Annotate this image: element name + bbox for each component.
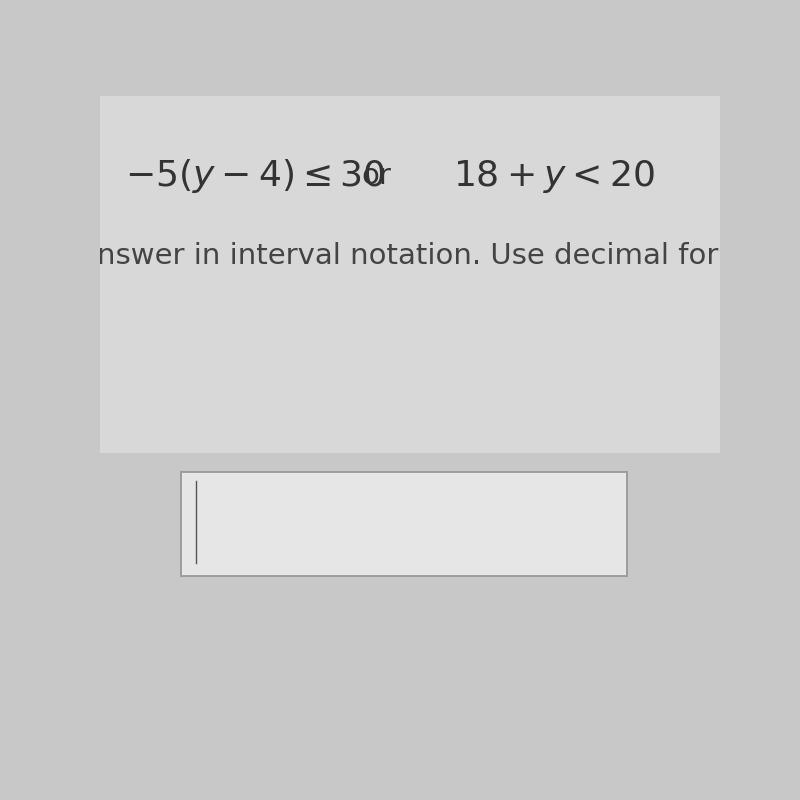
Text: $18+y<20$: $18+y<20$ [454, 158, 655, 194]
Bar [100, 96, 720, 454]
Text: nswer in interval notation. Use decimal form for nu: nswer in interval notation. Use decimal … [97, 242, 800, 270]
Text: $-5(y-4)\leq 30$: $-5(y-4)\leq 30$ [125, 157, 385, 195]
Bar [181, 472, 627, 577]
Text: or: or [361, 162, 391, 190]
